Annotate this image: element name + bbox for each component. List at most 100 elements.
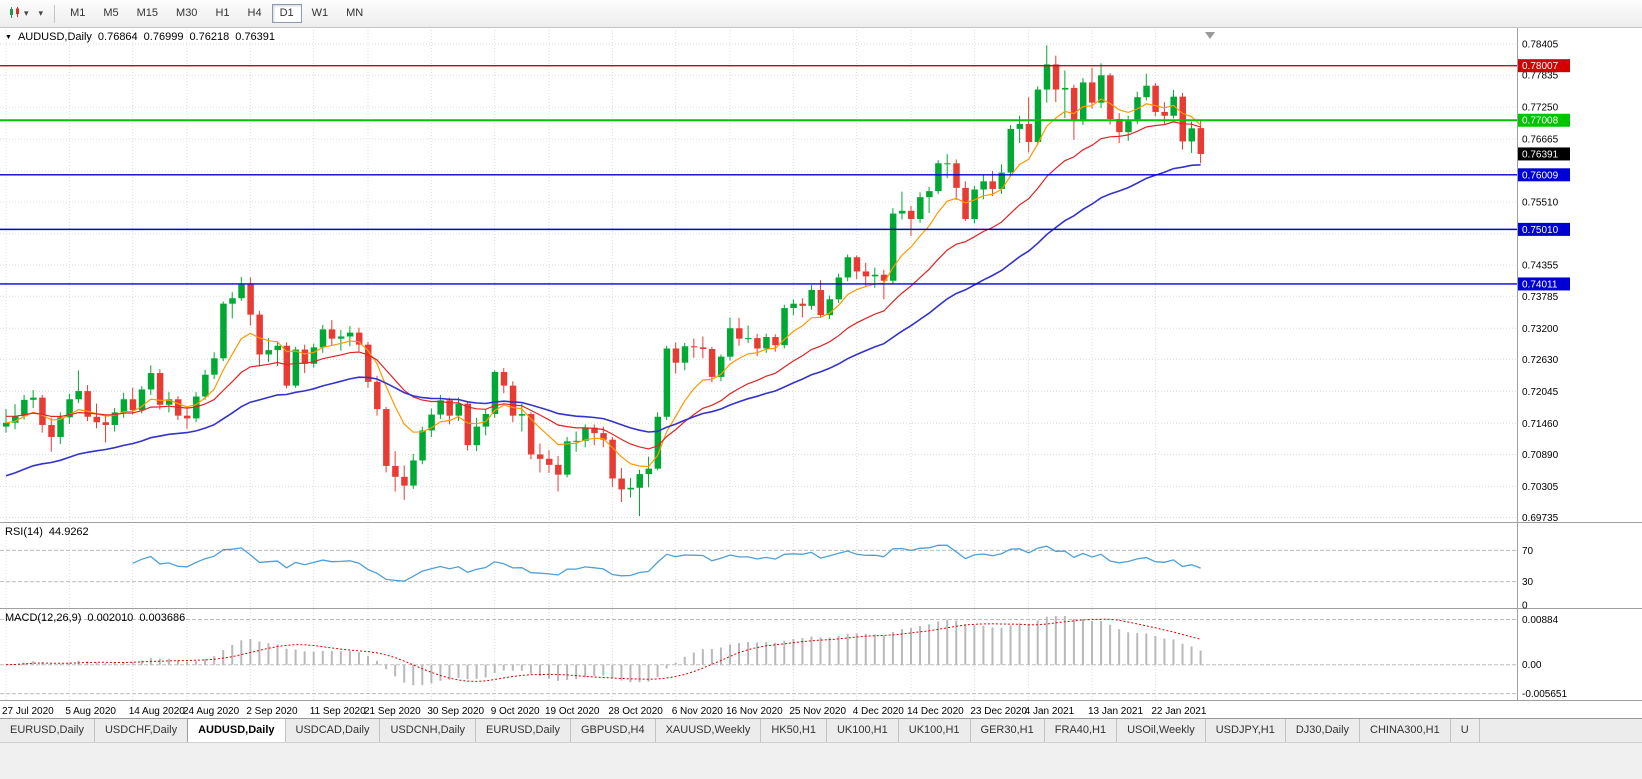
tab-ger30-h1[interactable]: GER30,H1 — [970, 719, 1045, 742]
level-lines-layer — [0, 32, 1517, 285]
svg-text:19 Oct 2020: 19 Oct 2020 — [545, 706, 600, 717]
rsi-line — [132, 544, 1201, 582]
timeframe-button-m15[interactable]: M15 — [129, 4, 166, 23]
svg-text:0.00: 0.00 — [1522, 660, 1542, 671]
svg-text:0.71460: 0.71460 — [1522, 419, 1559, 430]
timeframe-button-h1[interactable]: H1 — [207, 4, 237, 23]
svg-text:27 Jul 2020: 27 Jul 2020 — [2, 706, 54, 717]
timeframe-button-mn[interactable]: MN — [338, 4, 371, 23]
chart-canvas[interactable]: 0.78405 0.77835 0.77250 0.76665 0.75510 0.743… — [0, 28, 1642, 718]
moving-averages-layer — [5, 98, 1202, 477]
timeframe-toolbar: M1 M5 M15 M30 H1 H4 D1 W1 MN — [62, 4, 371, 23]
svg-text:-0.005651: -0.005651 — [1522, 689, 1567, 700]
svg-text:30: 30 — [1522, 577, 1534, 588]
tab-fra40-h1[interactable]: FRA40,H1 — [1044, 719, 1118, 742]
svg-text:4 Jan 2021: 4 Jan 2021 — [1025, 706, 1075, 717]
tab-u[interactable]: U — [1450, 719, 1480, 742]
timeframe-button-d1[interactable]: D1 — [271, 4, 302, 23]
timeframe-button-m30[interactable]: M30 — [168, 4, 205, 23]
svg-text:14 Dec 2020: 14 Dec 2020 — [907, 706, 964, 717]
chevron-down-icon: ▾ — [24, 8, 29, 18]
tab-usdcad-daily[interactable]: USDCAD,Daily — [285, 719, 381, 742]
svg-text:13 Jan 2021: 13 Jan 2021 — [1088, 706, 1143, 717]
price-badge — [1518, 113, 1570, 127]
svg-text:0.78405: 0.78405 — [1522, 39, 1559, 50]
price-scale[interactable]: 0.78405 0.77835 0.77250 0.76665 0.75510 0.743… — [1518, 39, 1570, 700]
grid-layer — [0, 30, 1517, 700]
chevron-down-icon: ▾ — [38, 8, 44, 18]
timeframe-button-m1[interactable]: M1 — [62, 4, 93, 23]
price-badge — [1518, 59, 1570, 73]
zoom-dropdown-button[interactable]: ▾ — [35, 6, 48, 21]
tab-uk100-h1[interactable]: UK100,H1 — [898, 719, 971, 742]
svg-text:22 Jan 2021: 22 Jan 2021 — [1151, 706, 1206, 717]
svg-text:0.73200: 0.73200 — [1522, 324, 1559, 335]
toolbar-separator — [54, 4, 56, 23]
chart-type-dropdown-button[interactable]: ▾ — [4, 3, 33, 25]
tab-usdjpy-h1[interactable]: USDJPY,H1 — [1205, 719, 1286, 742]
svg-text:16 Nov 2020: 16 Nov 2020 — [726, 706, 783, 717]
tab-xauusd-weekly[interactable]: XAUUSD,Weekly — [655, 719, 762, 742]
timeframe-button-m5[interactable]: M5 — [95, 4, 126, 23]
chart-tabs-bar: EURUSD,Daily USDCHF,Daily AUDUSD,Daily USDC… — [0, 718, 1642, 742]
timeframe-button-w1[interactable]: W1 — [304, 4, 337, 23]
tab-eurusd-daily[interactable]: EURUSD,Daily — [0, 719, 95, 742]
tab-usoil-weekly[interactable]: USOil,Weekly — [1117, 719, 1206, 742]
svg-text:2 Sep 2020: 2 Sep 2020 — [246, 706, 298, 717]
svg-text:0.77008: 0.77008 — [1522, 116, 1559, 127]
tab-usdcnh-daily[interactable]: USDCNH,Daily — [380, 719, 477, 742]
svg-text:0.76665: 0.76665 — [1522, 134, 1559, 145]
svg-text:5 Aug 2020: 5 Aug 2020 — [65, 706, 116, 717]
svg-text:6 Nov 2020: 6 Nov 2020 — [672, 706, 724, 717]
svg-text:0.00884: 0.00884 — [1522, 615, 1559, 626]
svg-text:0.72045: 0.72045 — [1522, 387, 1559, 398]
chart-shift-marker — [1205, 32, 1215, 39]
macd-signal-line — [5, 618, 1201, 682]
svg-text:0.77835: 0.77835 — [1522, 71, 1559, 82]
svg-text:0.76009: 0.76009 — [1522, 170, 1559, 181]
svg-text:0.70305: 0.70305 — [1522, 482, 1559, 493]
tab-china300-h1[interactable]: CHINA300,H1 — [1360, 719, 1451, 742]
svg-text:28 Oct 2020: 28 Oct 2020 — [608, 706, 663, 717]
panel-separators — [0, 28, 1642, 701]
svg-text:0.72630: 0.72630 — [1522, 355, 1559, 366]
timeframe-button-h4[interactable]: H4 — [240, 4, 270, 23]
tab-uk100-h1[interactable]: UK100,H1 — [826, 719, 899, 742]
svg-text:0.74011: 0.74011 — [1522, 279, 1558, 290]
svg-text:70: 70 — [1522, 546, 1534, 557]
tab-eurusd-daily[interactable]: EURUSD,Daily — [476, 719, 571, 742]
tab-dj30-daily[interactable]: DJ30,Daily — [1285, 719, 1361, 742]
price-badge — [1518, 168, 1570, 182]
svg-text:0.75510: 0.75510 — [1522, 198, 1559, 209]
tab-usdchf-daily[interactable]: USDCHF,Daily — [94, 719, 189, 742]
price-badge — [1518, 222, 1570, 236]
svg-text:25 Nov 2020: 25 Nov 2020 — [789, 706, 846, 717]
macd-layer — [0, 615, 1517, 695]
tab-gbpusd-h4[interactable]: GBPUSD,H4 — [571, 719, 656, 742]
svg-text:0: 0 — [1522, 601, 1528, 612]
price-badge — [1518, 147, 1570, 161]
svg-text:9 Oct 2020: 9 Oct 2020 — [491, 706, 540, 717]
svg-text:30 Sep 2020: 30 Sep 2020 — [427, 706, 484, 717]
svg-text:0.74355: 0.74355 — [1522, 261, 1559, 272]
svg-text:23 Dec 2020: 23 Dec 2020 — [970, 706, 1027, 717]
medium-ma-line — [6, 121, 1201, 450]
svg-text:14 Aug 2020: 14 Aug 2020 — [129, 706, 186, 717]
svg-text:0.73785: 0.73785 — [1522, 292, 1559, 303]
svg-text:21 Sep 2020: 21 Sep 2020 — [364, 706, 421, 717]
svg-text:24 Aug 2020: 24 Aug 2020 — [183, 706, 240, 717]
status-bar — [0, 742, 1642, 779]
tab-hk50-h1[interactable]: HK50,H1 — [761, 719, 827, 742]
candlestick-chart-icon — [8, 6, 22, 22]
svg-text:4 Dec 2020: 4 Dec 2020 — [853, 706, 905, 717]
svg-text:0.77250: 0.77250 — [1522, 103, 1559, 114]
svg-text:11 Sep 2020: 11 Sep 2020 — [310, 706, 366, 717]
svg-text:0.75010: 0.75010 — [1522, 225, 1559, 236]
price-badge — [1518, 277, 1570, 291]
svg-text:0.70890: 0.70890 — [1522, 450, 1559, 461]
tab-audusd-daily[interactable]: AUDUSD,Daily — [187, 719, 286, 742]
candles-layer — [3, 45, 1205, 517]
collapse-triangle-icon[interactable]: ▼ — [5, 33, 12, 41]
